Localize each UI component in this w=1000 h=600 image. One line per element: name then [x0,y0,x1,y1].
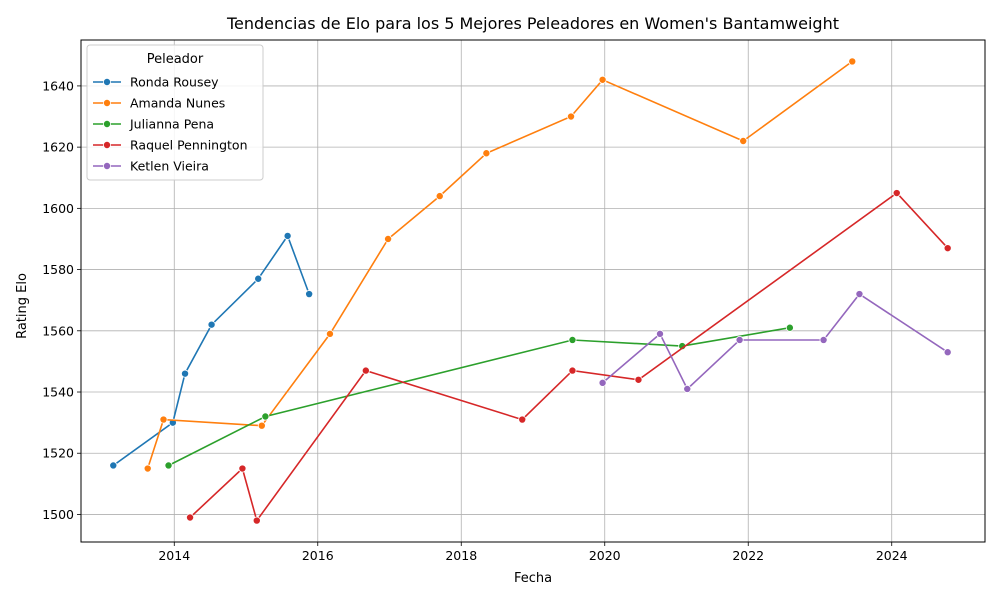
data-point [735,335,744,344]
data-point [252,516,261,525]
series-amanda-nunes [143,57,857,473]
x-tick-label: 2016 [302,548,334,563]
legend-item: Ketlen Vieira [93,159,209,174]
series-ketlen-vieira [598,290,952,393]
legend-item: Raquel Pennington [93,138,248,153]
data-point [943,244,952,253]
data-point [819,335,828,344]
series-line [189,191,949,523]
axis-ticks: 2014 2016 2018 2020 2022 2024 1500 1520 1540 1560… [42,78,907,563]
legend-swatch-marker [103,120,112,129]
y-tick-label: 1560 [42,323,74,338]
data-point [143,464,152,473]
legend-item: Julianna Pena [93,117,214,132]
grid [81,40,985,542]
data-point [361,366,370,375]
data-point [159,415,168,424]
y-tick-label: 1580 [42,262,74,277]
y-axis-label: Rating Elo [15,273,30,339]
data-point [655,329,664,338]
legend-box [86,44,264,181]
data-point [164,461,173,470]
y-tick-label: 1500 [42,507,74,522]
data-point [598,75,607,84]
data-point [568,366,577,375]
data-point [207,320,216,329]
data-point [186,513,195,522]
legend-label: Ronda Rousey [130,75,219,90]
legend-title: Peleador [147,52,204,67]
legend-label: Amanda Nunes [130,96,225,111]
data-point [181,369,190,378]
data-point [283,231,292,240]
legend-label: Raquel Pennington [130,138,248,153]
data-point [739,137,748,146]
x-tick-label: 2014 [158,548,190,563]
data-point [598,378,607,387]
series-layer [109,57,952,525]
series-julianna-pena [164,323,794,470]
plot-frame [80,39,986,543]
x-tick-label: 2022 [732,548,764,563]
legend-item: Ronda Rousey [93,75,219,90]
legend-swatch-marker [103,99,112,108]
y-tick-label: 1540 [42,385,74,400]
y-tick-label: 1520 [42,446,74,461]
y-tick-label: 1620 [42,140,74,155]
series-line [602,293,949,391]
series-line [112,234,310,467]
x-tick-label: 2018 [445,548,477,563]
data-point [855,290,864,299]
data-point [238,464,247,473]
legend-label: Ketlen Vieira [130,159,209,174]
data-point [943,348,952,357]
x-axis-label: Fecha [514,571,552,586]
y-tick-label: 1640 [42,78,74,93]
chart-title: Tendencias de Elo para los 5 Mejores Pel… [226,14,839,33]
data-point [305,290,314,299]
series-ronda-rousey [109,231,314,470]
data-point [261,412,270,421]
series-line [168,326,791,467]
x-tick-label: 2024 [876,548,908,563]
data-point [785,323,794,332]
x-tick-label: 2020 [589,548,621,563]
data-point [384,234,393,243]
data-point [109,461,118,470]
data-point [482,149,491,158]
data-point [518,415,527,424]
data-point [435,192,444,201]
data-point [848,57,857,66]
data-point [567,112,576,121]
legend-swatch-marker [103,161,112,170]
legend-swatch-marker [103,140,112,149]
data-point [892,189,901,198]
series-raquel-pennington [186,189,952,525]
data-point [325,329,334,338]
y-tick-label: 1600 [42,201,74,216]
data-point [254,274,263,283]
data-point [634,375,643,384]
legend: Peleador Ronda Rousey Amanda Nunes Julianna… [86,44,264,181]
legend-label: Julianna Pena [129,117,214,132]
data-point [683,384,692,393]
legend-swatch-marker [103,78,112,87]
data-point [257,421,266,430]
data-point [568,335,577,344]
legend-item: Amanda Nunes [93,96,225,111]
